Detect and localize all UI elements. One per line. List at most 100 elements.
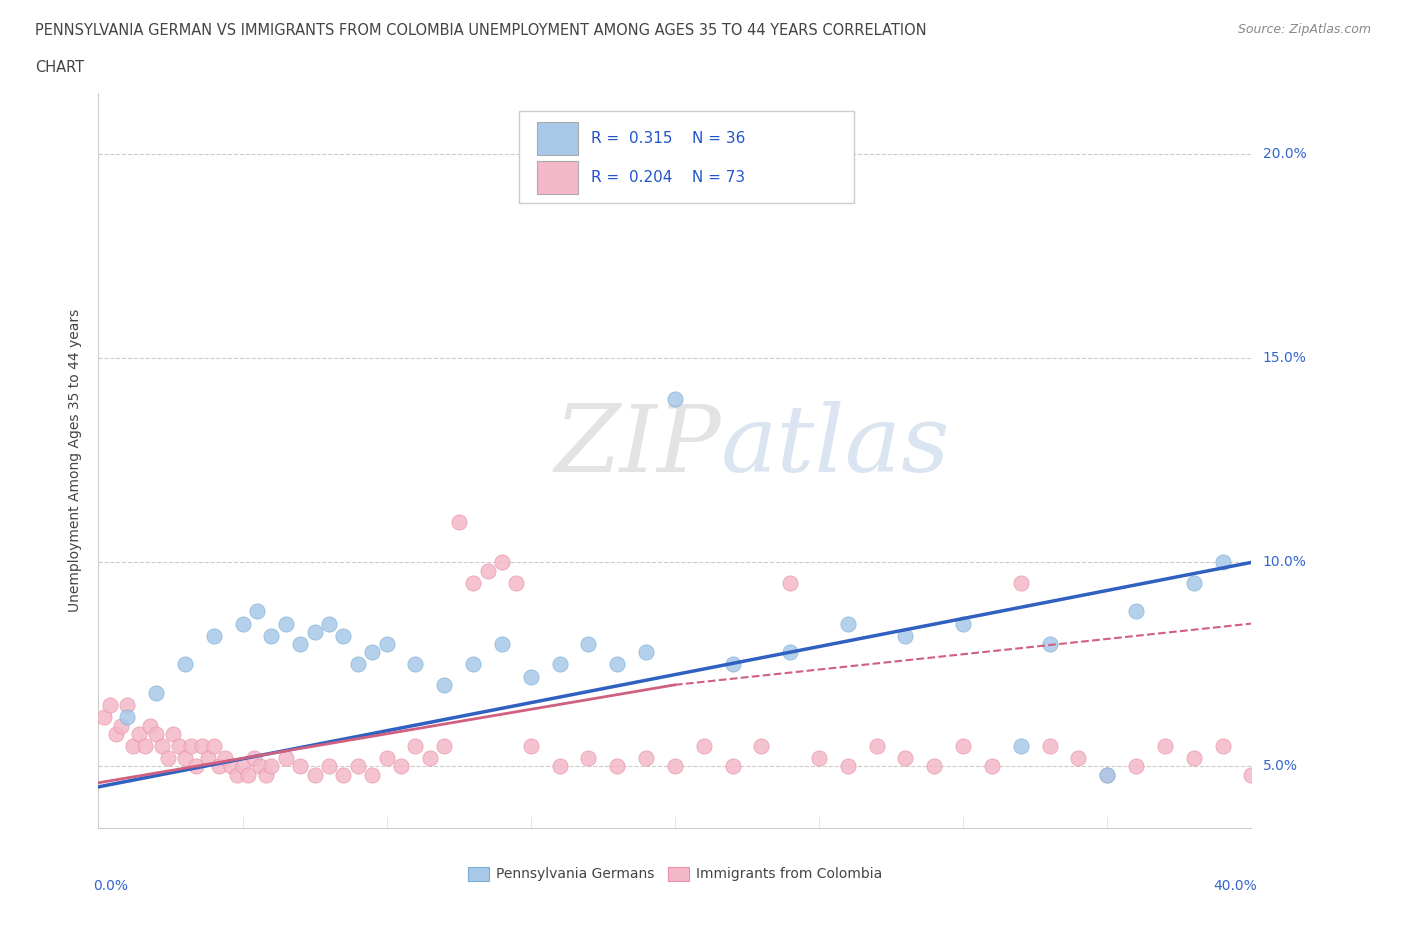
Legend: Pennsylvania Germans, Immigrants from Colombia: Pennsylvania Germans, Immigrants from Co… — [463, 861, 887, 887]
Text: ZIP: ZIP — [554, 401, 721, 491]
Point — [1067, 751, 1090, 765]
Point — [1010, 738, 1032, 753]
Text: 10.0%: 10.0% — [1263, 555, 1306, 569]
Point — [254, 767, 277, 782]
Point — [576, 637, 599, 652]
Point — [1097, 767, 1119, 782]
Point — [346, 759, 368, 774]
Point — [346, 657, 368, 671]
Point — [332, 629, 354, 644]
Point — [162, 726, 184, 741]
Point — [104, 726, 127, 741]
Point — [304, 767, 326, 782]
Text: R =  0.315    N = 36: R = 0.315 N = 36 — [591, 131, 745, 146]
Point — [225, 767, 247, 782]
Point — [1010, 576, 1032, 591]
Point — [952, 617, 974, 631]
Text: 5.0%: 5.0% — [1263, 760, 1298, 774]
Point — [419, 751, 441, 765]
Point — [664, 759, 686, 774]
Point — [721, 657, 744, 671]
Point — [1182, 576, 1205, 591]
Point — [117, 698, 138, 712]
Point — [1125, 604, 1147, 618]
Point — [1212, 555, 1234, 570]
Point — [548, 657, 571, 671]
Point — [208, 759, 231, 774]
Text: R =  0.204    N = 73: R = 0.204 N = 73 — [591, 170, 745, 185]
Point — [636, 644, 658, 659]
Point — [150, 738, 173, 753]
Point — [122, 738, 145, 753]
Point — [197, 751, 219, 765]
FancyBboxPatch shape — [537, 161, 578, 194]
Point — [751, 738, 773, 753]
Point — [664, 392, 686, 406]
Point — [924, 759, 946, 774]
Point — [145, 685, 167, 700]
Point — [174, 751, 197, 765]
Point — [779, 576, 801, 591]
Point — [520, 670, 543, 684]
Point — [981, 759, 1004, 774]
FancyBboxPatch shape — [537, 122, 578, 155]
Point — [139, 718, 162, 733]
Point — [952, 738, 974, 753]
Point — [375, 751, 398, 765]
Point — [894, 751, 917, 765]
Point — [167, 738, 190, 753]
Text: 0.0%: 0.0% — [93, 879, 128, 893]
Point — [290, 759, 312, 774]
Text: Source: ZipAtlas.com: Source: ZipAtlas.com — [1237, 23, 1371, 36]
Point — [433, 738, 456, 753]
Point — [361, 767, 384, 782]
Point — [145, 726, 167, 741]
Point — [520, 738, 543, 753]
Point — [1240, 767, 1263, 782]
Text: atlas: atlas — [721, 401, 950, 491]
Point — [375, 637, 398, 652]
Point — [606, 657, 628, 671]
Point — [134, 738, 156, 753]
Point — [405, 738, 427, 753]
Point — [837, 617, 859, 631]
Point — [721, 759, 744, 774]
Point — [491, 637, 513, 652]
Point — [93, 711, 115, 725]
Point — [1097, 767, 1119, 782]
Point — [214, 751, 236, 765]
Point — [505, 576, 527, 591]
Point — [260, 759, 283, 774]
Point — [361, 644, 384, 659]
Point — [174, 657, 197, 671]
Point — [576, 751, 599, 765]
Point — [1038, 738, 1062, 753]
Point — [1212, 738, 1234, 753]
Point — [156, 751, 179, 765]
Point — [332, 767, 354, 782]
Point — [274, 617, 297, 631]
Point — [290, 637, 312, 652]
Point — [318, 759, 340, 774]
Point — [461, 657, 484, 671]
Point — [1038, 637, 1062, 652]
Point — [180, 738, 202, 753]
Point — [260, 629, 283, 644]
Point — [304, 624, 326, 639]
Point — [231, 617, 254, 631]
Point — [461, 576, 484, 591]
Point — [477, 564, 499, 578]
Point — [219, 759, 242, 774]
Point — [191, 738, 214, 753]
Point — [837, 759, 859, 774]
Point — [491, 555, 513, 570]
Text: 20.0%: 20.0% — [1263, 147, 1306, 161]
Point — [1182, 751, 1205, 765]
Point — [693, 738, 716, 753]
Text: PENNSYLVANIA GERMAN VS IMMIGRANTS FROM COLOMBIA UNEMPLOYMENT AMONG AGES 35 TO 44: PENNSYLVANIA GERMAN VS IMMIGRANTS FROM C… — [35, 23, 927, 38]
Point — [117, 711, 138, 725]
Point — [865, 738, 889, 753]
Point — [249, 759, 271, 774]
Point — [1125, 759, 1147, 774]
Point — [433, 677, 456, 692]
